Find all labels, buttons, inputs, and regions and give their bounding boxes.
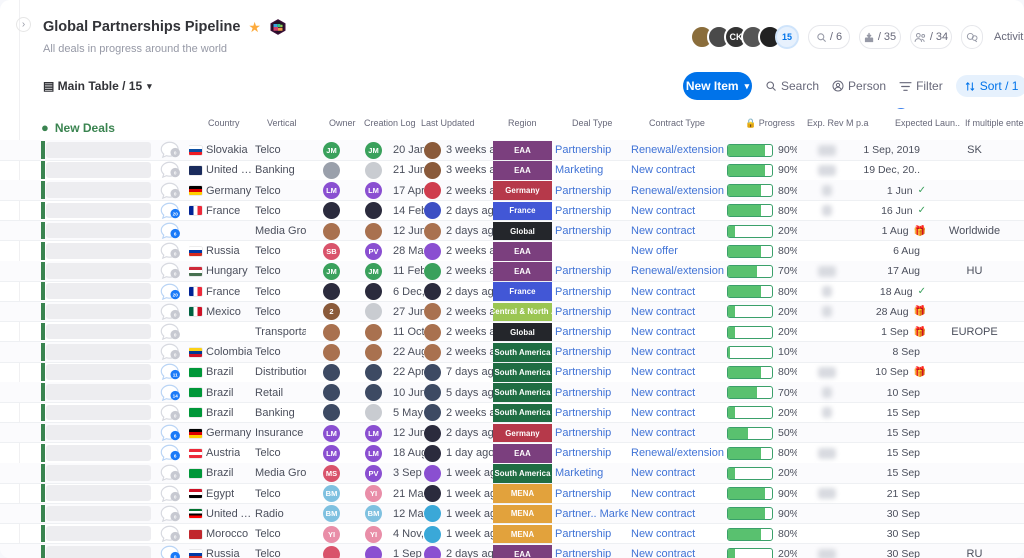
svg-text:0: 0 <box>174 252 177 257</box>
svg-text:6: 6 <box>174 454 177 459</box>
svg-text:0: 0 <box>174 514 177 519</box>
svg-text:6: 6 <box>174 231 177 236</box>
svg-text:14: 14 <box>173 393 179 398</box>
svg-text:0: 0 <box>174 534 177 539</box>
svg-text:0: 0 <box>174 171 177 176</box>
svg-text:0: 0 <box>174 474 177 479</box>
svg-text:0: 0 <box>174 353 177 358</box>
svg-text:0: 0 <box>174 272 177 277</box>
svg-text:11: 11 <box>173 373 178 378</box>
svg-text:0: 0 <box>174 413 177 418</box>
svg-text:0: 0 <box>174 332 177 337</box>
svg-text:20: 20 <box>173 292 179 297</box>
svg-text:20: 20 <box>173 211 179 216</box>
svg-text:0: 0 <box>174 494 177 499</box>
svg-text:0: 0 <box>174 555 177 558</box>
svg-text:6: 6 <box>174 433 177 438</box>
svg-text:0: 0 <box>174 151 177 156</box>
svg-text:0: 0 <box>174 191 177 196</box>
svg-text:0: 0 <box>174 312 177 317</box>
